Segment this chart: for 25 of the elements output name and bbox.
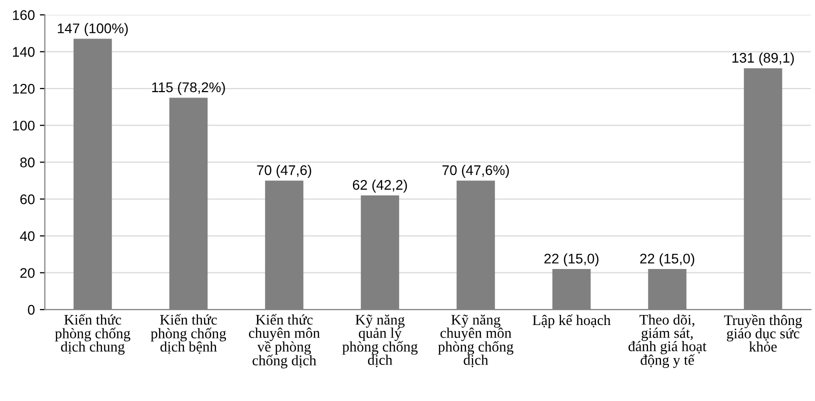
y-tick-label: 40: [20, 231, 35, 242]
x-tick-label: Truyền thông giáo dục sức khỏe: [724, 314, 802, 352]
y-tick-label: 20: [20, 268, 35, 278]
data-label: 22 (15,0): [544, 253, 598, 266]
data-label: 22 (15,0): [640, 253, 694, 266]
y-tick-label: 60: [20, 194, 35, 204]
x-tick-label: Kỹ năng quản lý phòng chống dịch: [342, 314, 418, 368]
data-label: 115 (78,2%): [152, 82, 225, 95]
x-tick-label: Lập kế hoạch: [532, 314, 611, 328]
y-tick-label: 100: [12, 120, 35, 131]
data-label: 131 (89,1): [732, 52, 794, 66]
x-tick-label: Kỹ năng chuyên môn phòng chống dịch: [438, 314, 514, 368]
data-label: 62 (42,2): [352, 180, 407, 193]
x-tick-label: Kiến thức phòng chống dịch bệnh: [150, 314, 226, 354]
data-label: 70 (47,6%): [442, 164, 509, 178]
y-tick-label: 120: [12, 84, 35, 94]
x-tick-label: Kiến thức phòng chống dịch chung: [55, 314, 130, 355]
data-label: 147 (100%): [58, 23, 128, 36]
y-tick-label: 0: [28, 304, 35, 315]
y-tick-label: 80: [20, 158, 35, 168]
x-tick-label: Kiến thức chuyên môn về phòng chống dịch: [248, 314, 320, 368]
y-tick-label: 160: [12, 10, 35, 20]
data-label: 70 (47,6): [257, 164, 312, 178]
x-tick-label: Theo dõi, giám sát, đánh giá hoạt động y tế: [628, 314, 706, 368]
y-tick-label: 140: [12, 47, 35, 57]
